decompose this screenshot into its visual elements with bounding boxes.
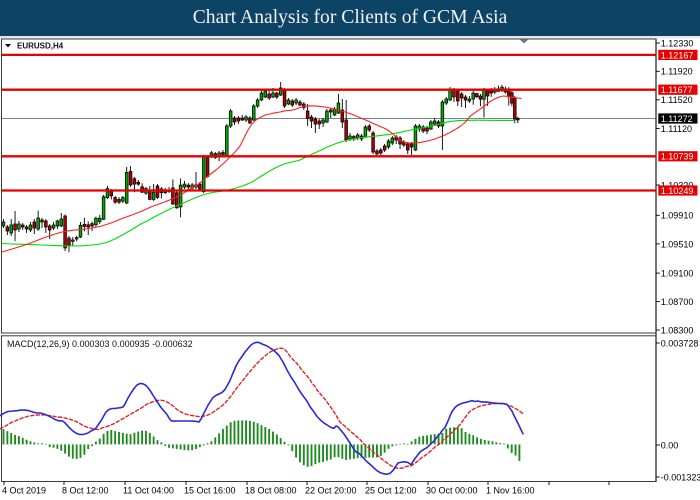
svg-text:18 Oct 08:00: 18 Oct 08:00 — [245, 486, 297, 496]
svg-text:1.11120: 1.11120 — [661, 124, 692, 134]
svg-text:1.11272: 1.11272 — [661, 114, 693, 124]
svg-text:4 Oct 2019: 4 Oct 2019 — [2, 486, 46, 496]
svg-text:1.11920: 1.11920 — [661, 67, 693, 77]
svg-text:30 Oct 00:00: 30 Oct 00:00 — [426, 486, 478, 496]
svg-text:25 Oct 12:00: 25 Oct 12:00 — [365, 486, 417, 496]
svg-text:MACD(12,26,9) 0.000303 0.00093: MACD(12,26,9) 0.000303 0.000935 -0.00063… — [7, 339, 193, 349]
svg-text:1.12330: 1.12330 — [661, 38, 694, 48]
svg-text:1.08700: 1.08700 — [661, 297, 694, 307]
svg-text:0.00: 0.00 — [661, 440, 679, 450]
svg-text:1.09910: 1.09910 — [661, 211, 694, 221]
svg-text:1.12167: 1.12167 — [661, 50, 694, 60]
svg-text:1.11677: 1.11677 — [661, 85, 693, 95]
svg-text:1.11520: 1.11520 — [661, 95, 693, 105]
svg-text:1.08300: 1.08300 — [661, 325, 694, 335]
svg-text:22 Oct 20:00: 22 Oct 20:00 — [305, 486, 357, 496]
svg-text:Chart Analysis for Clients of: Chart Analysis for Clients of GCM Asia — [193, 7, 508, 28]
svg-text:1.09510: 1.09510 — [661, 239, 694, 249]
svg-text:EURUSD,H4: EURUSD,H4 — [17, 42, 64, 51]
svg-text:8 Oct 12:00: 8 Oct 12:00 — [62, 486, 109, 496]
svg-text:1.10249: 1.10249 — [661, 186, 694, 196]
svg-text:1 Nov 16:00: 1 Nov 16:00 — [486, 486, 535, 496]
svg-text:-0.001323: -0.001323 — [661, 472, 700, 482]
svg-text:1.09100: 1.09100 — [661, 269, 694, 279]
svg-text:1.10739: 1.10739 — [661, 152, 694, 162]
svg-text:15 Oct 16:00: 15 Oct 16:00 — [184, 486, 236, 496]
svg-text:0.003728: 0.003728 — [661, 338, 699, 348]
svg-text:11 Oct 04:00: 11 Oct 04:00 — [123, 486, 174, 496]
